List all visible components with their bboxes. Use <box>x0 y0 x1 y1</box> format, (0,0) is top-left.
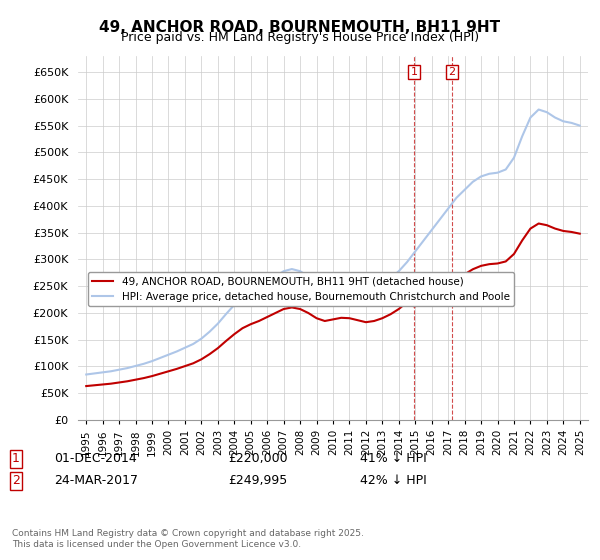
Text: £220,000: £220,000 <box>228 452 287 465</box>
Text: 42% ↓ HPI: 42% ↓ HPI <box>360 474 427 487</box>
Text: Contains HM Land Registry data © Crown copyright and database right 2025.
This d: Contains HM Land Registry data © Crown c… <box>12 529 364 549</box>
Text: 1: 1 <box>410 67 418 77</box>
Text: 49, ANCHOR ROAD, BOURNEMOUTH, BH11 9HT: 49, ANCHOR ROAD, BOURNEMOUTH, BH11 9HT <box>100 20 500 35</box>
Text: Price paid vs. HM Land Registry's House Price Index (HPI): Price paid vs. HM Land Registry's House … <box>121 31 479 44</box>
Text: 24-MAR-2017: 24-MAR-2017 <box>54 474 138 487</box>
Text: 1: 1 <box>12 452 20 465</box>
Text: 41% ↓ HPI: 41% ↓ HPI <box>360 452 427 465</box>
Text: 01-DEC-2014: 01-DEC-2014 <box>54 452 137 465</box>
Legend: 49, ANCHOR ROAD, BOURNEMOUTH, BH11 9HT (detached house), HPI: Average price, det: 49, ANCHOR ROAD, BOURNEMOUTH, BH11 9HT (… <box>88 272 514 306</box>
Text: £249,995: £249,995 <box>228 474 287 487</box>
Text: 2: 2 <box>12 474 20 487</box>
Text: 2: 2 <box>448 67 455 77</box>
